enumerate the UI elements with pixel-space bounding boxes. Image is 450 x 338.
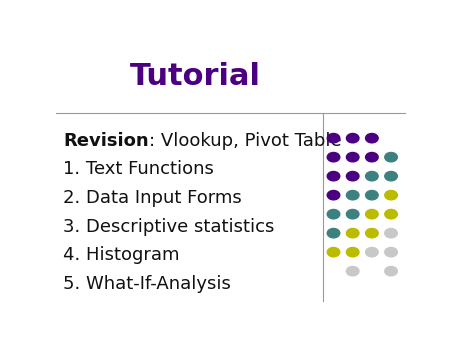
Circle shape bbox=[365, 247, 378, 257]
Text: : Vlookup, Pivot Table: : Vlookup, Pivot Table bbox=[149, 132, 342, 150]
Circle shape bbox=[365, 191, 378, 200]
Circle shape bbox=[327, 247, 340, 257]
Circle shape bbox=[346, 134, 359, 143]
Circle shape bbox=[346, 152, 359, 162]
Text: 1. Text Functions: 1. Text Functions bbox=[63, 161, 214, 178]
Text: 5. What-If-Analysis: 5. What-If-Analysis bbox=[63, 275, 231, 293]
Circle shape bbox=[385, 191, 397, 200]
Circle shape bbox=[346, 266, 359, 276]
Circle shape bbox=[365, 228, 378, 238]
Circle shape bbox=[327, 134, 340, 143]
Text: 4. Histogram: 4. Histogram bbox=[63, 246, 180, 264]
Circle shape bbox=[385, 266, 397, 276]
Circle shape bbox=[346, 210, 359, 219]
Circle shape bbox=[365, 210, 378, 219]
Circle shape bbox=[346, 191, 359, 200]
Circle shape bbox=[327, 152, 340, 162]
Circle shape bbox=[385, 247, 397, 257]
Circle shape bbox=[385, 152, 397, 162]
Circle shape bbox=[365, 134, 378, 143]
Text: Revision: Revision bbox=[63, 132, 149, 150]
Circle shape bbox=[385, 228, 397, 238]
Circle shape bbox=[327, 191, 340, 200]
Circle shape bbox=[385, 171, 397, 181]
Text: 3. Descriptive statistics: 3. Descriptive statistics bbox=[63, 218, 274, 236]
Circle shape bbox=[346, 171, 359, 181]
Circle shape bbox=[327, 228, 340, 238]
Circle shape bbox=[327, 210, 340, 219]
Circle shape bbox=[327, 171, 340, 181]
Circle shape bbox=[385, 210, 397, 219]
Circle shape bbox=[365, 152, 378, 162]
Circle shape bbox=[346, 228, 359, 238]
Text: 2. Data Input Forms: 2. Data Input Forms bbox=[63, 189, 242, 207]
Text: Tutorial: Tutorial bbox=[130, 63, 261, 92]
Circle shape bbox=[365, 171, 378, 181]
Circle shape bbox=[346, 247, 359, 257]
